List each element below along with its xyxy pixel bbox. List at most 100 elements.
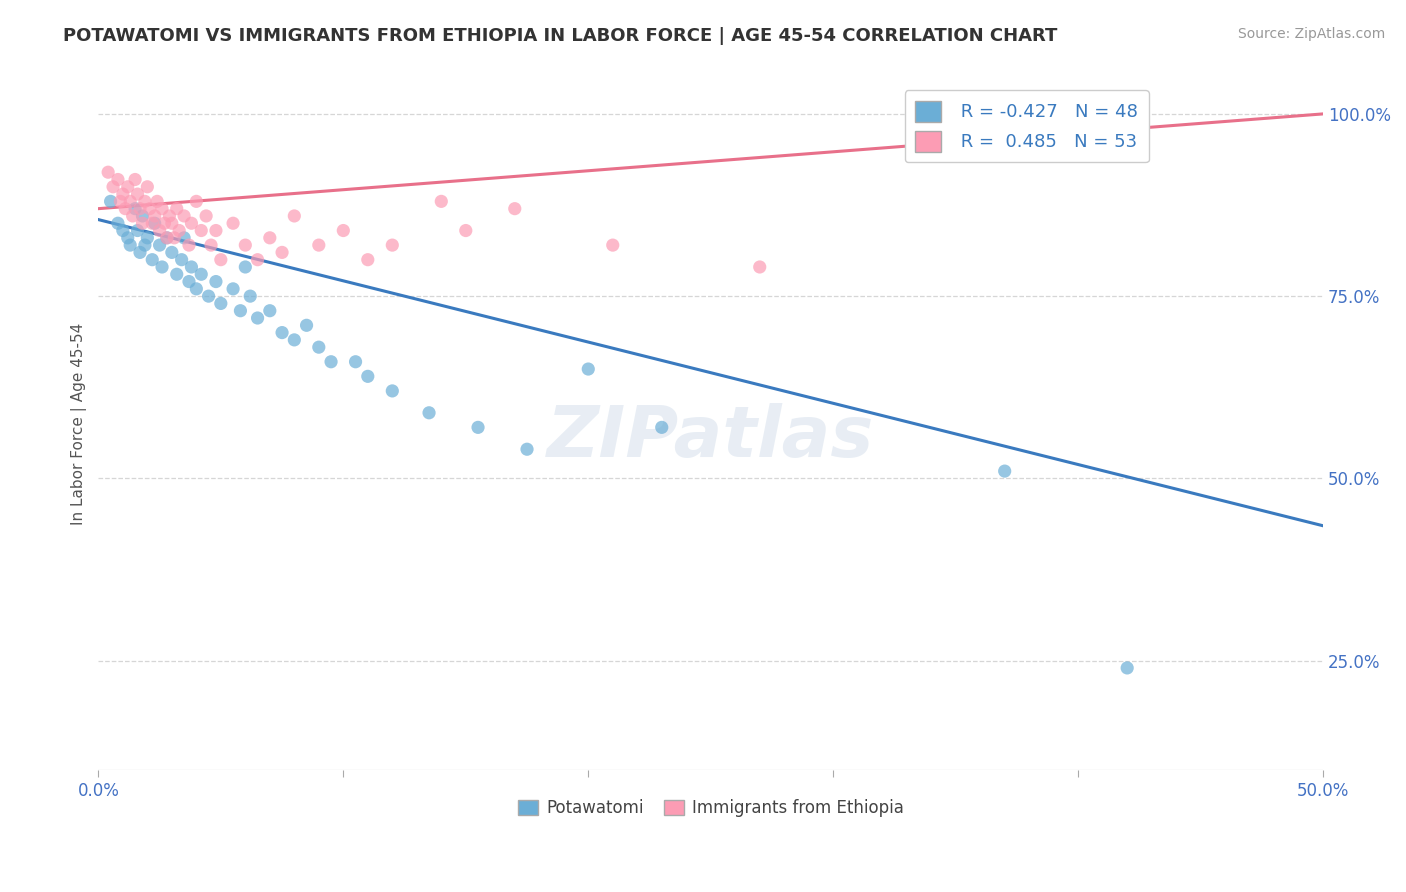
Point xyxy=(131,209,153,223)
Point xyxy=(319,355,342,369)
Point xyxy=(233,260,256,274)
Point xyxy=(1116,661,1139,675)
Point xyxy=(117,231,139,245)
Point xyxy=(131,216,153,230)
Point xyxy=(186,194,208,209)
Point xyxy=(222,216,245,230)
Point xyxy=(156,231,179,245)
Point xyxy=(121,209,143,223)
Point xyxy=(111,187,134,202)
Point xyxy=(129,245,152,260)
Legend: Potawatomi, Immigrants from Ethiopia: Potawatomi, Immigrants from Ethiopia xyxy=(510,793,911,824)
Point xyxy=(129,202,152,216)
Point xyxy=(124,202,146,216)
Point xyxy=(160,216,183,230)
Point xyxy=(177,275,200,289)
Point xyxy=(107,216,129,230)
Point xyxy=(186,282,208,296)
Text: ZIPatlas: ZIPatlas xyxy=(547,403,875,472)
Point xyxy=(332,223,354,237)
Point xyxy=(200,238,222,252)
Point xyxy=(602,238,624,252)
Point xyxy=(576,362,599,376)
Point xyxy=(190,223,212,237)
Point xyxy=(180,216,202,230)
Point xyxy=(100,194,122,209)
Point xyxy=(994,464,1017,478)
Point xyxy=(107,172,129,186)
Point xyxy=(209,296,232,310)
Point xyxy=(197,289,219,303)
Point xyxy=(205,223,228,237)
Point xyxy=(259,231,281,245)
Point xyxy=(170,252,193,267)
Point xyxy=(173,231,195,245)
Point xyxy=(117,179,139,194)
Point xyxy=(157,209,180,223)
Point xyxy=(141,252,163,267)
Point xyxy=(120,238,142,252)
Point xyxy=(344,355,367,369)
Y-axis label: In Labor Force | Age 45-54: In Labor Force | Age 45-54 xyxy=(72,323,87,524)
Point xyxy=(283,333,305,347)
Point xyxy=(167,223,190,237)
Point xyxy=(271,245,294,260)
Point xyxy=(160,245,183,260)
Point xyxy=(454,223,477,237)
Point xyxy=(110,194,132,209)
Point xyxy=(308,238,330,252)
Point xyxy=(141,216,163,230)
Point xyxy=(163,231,186,245)
Point xyxy=(156,231,179,245)
Point xyxy=(139,202,162,216)
Point xyxy=(308,340,330,354)
Point xyxy=(246,311,269,326)
Point xyxy=(143,216,166,230)
Point xyxy=(381,238,404,252)
Point xyxy=(233,238,256,252)
Point xyxy=(136,179,159,194)
Point xyxy=(418,406,440,420)
Point xyxy=(97,165,120,179)
Point xyxy=(124,172,146,186)
Point xyxy=(166,202,188,216)
Point xyxy=(430,194,453,209)
Point xyxy=(357,369,380,384)
Point xyxy=(945,121,967,136)
Point xyxy=(516,442,538,457)
Point xyxy=(209,252,232,267)
Point xyxy=(149,223,172,237)
Point xyxy=(180,260,202,274)
Point xyxy=(101,179,124,194)
Point xyxy=(229,303,252,318)
Point xyxy=(381,384,404,398)
Point xyxy=(259,303,281,318)
Point xyxy=(748,260,770,274)
Point xyxy=(239,289,262,303)
Point xyxy=(127,187,149,202)
Point xyxy=(222,282,245,296)
Point xyxy=(127,223,149,237)
Point xyxy=(283,209,305,223)
Point xyxy=(173,209,195,223)
Point xyxy=(271,326,294,340)
Point xyxy=(153,216,176,230)
Point xyxy=(143,209,166,223)
Point xyxy=(205,275,228,289)
Text: Source: ZipAtlas.com: Source: ZipAtlas.com xyxy=(1237,27,1385,41)
Point xyxy=(149,238,172,252)
Point xyxy=(114,202,136,216)
Point xyxy=(111,223,134,237)
Text: POTAWATOMI VS IMMIGRANTS FROM ETHIOPIA IN LABOR FORCE | AGE 45-54 CORRELATION CH: POTAWATOMI VS IMMIGRANTS FROM ETHIOPIA I… xyxy=(63,27,1057,45)
Point xyxy=(150,202,173,216)
Point xyxy=(136,231,159,245)
Point xyxy=(134,194,156,209)
Point xyxy=(467,420,489,434)
Point xyxy=(150,260,173,274)
Point xyxy=(120,194,142,209)
Point xyxy=(295,318,318,333)
Point xyxy=(357,252,380,267)
Point xyxy=(134,238,156,252)
Point xyxy=(177,238,200,252)
Point xyxy=(503,202,526,216)
